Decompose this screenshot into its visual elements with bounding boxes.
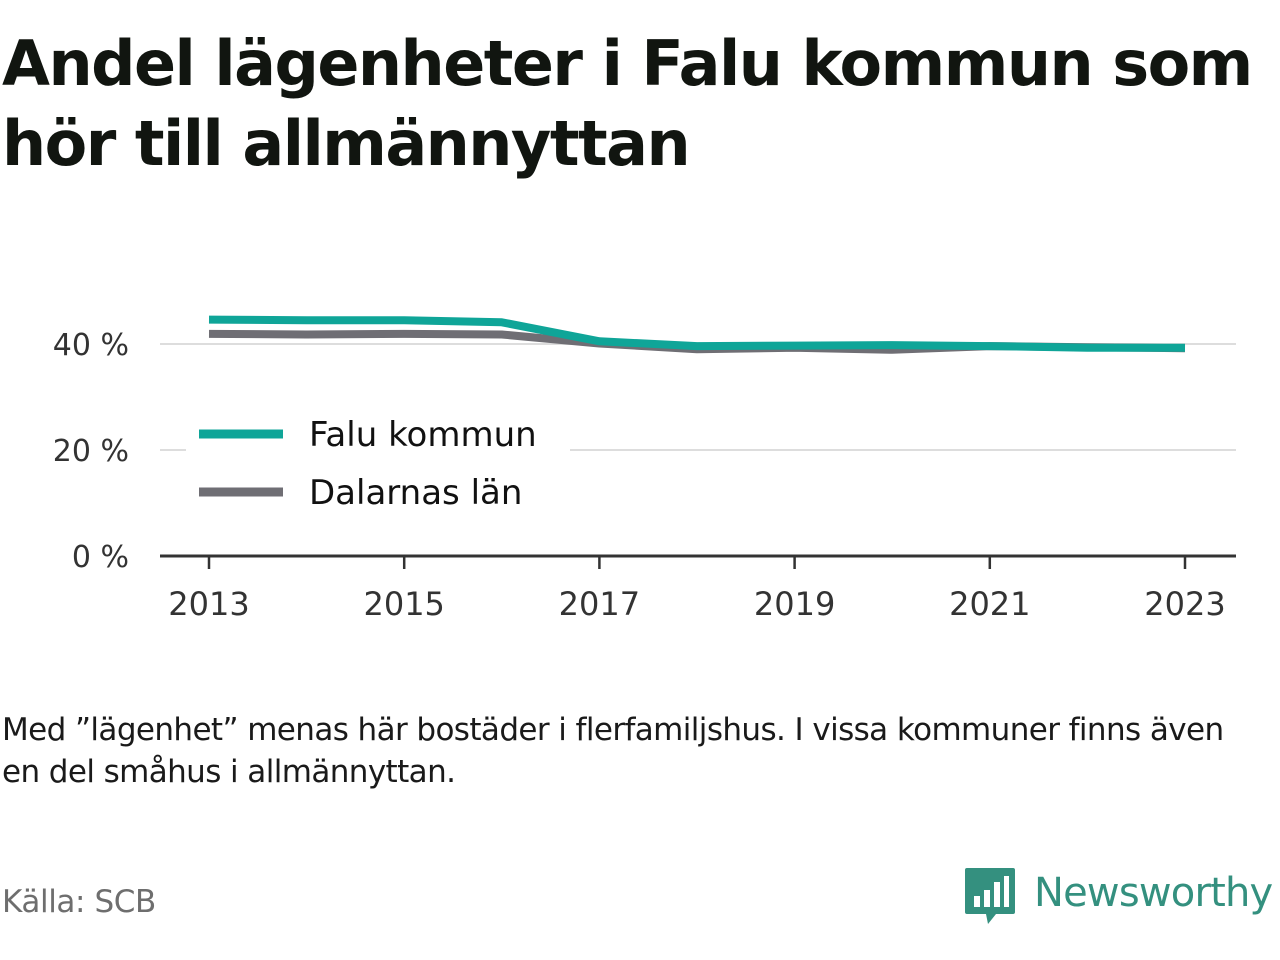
legend-label: Falu kommun xyxy=(309,415,537,455)
series-lines xyxy=(208,315,1186,354)
chart-note: Med ”lägenhet” menas här bostäder i fler… xyxy=(2,712,1224,790)
y-tick-label: 20 % xyxy=(53,434,129,469)
x-tick-label: 2013 xyxy=(168,585,249,623)
chart-title: Andel lägenheter i Falu kommun som hör t… xyxy=(2,27,1253,180)
bar-chart-speech-bubble-icon xyxy=(965,868,1015,924)
x-tick-label: 2021 xyxy=(949,585,1030,623)
y-tick-label: 0 % xyxy=(72,540,129,575)
x-tick-label: 2017 xyxy=(559,585,640,623)
series-line-falu-kommun xyxy=(208,315,1185,352)
brand-name: Newsworthy xyxy=(1034,870,1273,916)
x-tick-label: 2019 xyxy=(754,585,835,623)
y-tick-label: 40 % xyxy=(53,328,129,363)
brand-logo-group: Newsworthy xyxy=(964,864,1273,928)
legend: Falu kommun Dalarnas län xyxy=(186,408,570,522)
line-chart: Falu kommun Dalarnas län 0 % 20 % 40 % 2013 2… xyxy=(53,315,1236,623)
legend-label: Dalarnas län xyxy=(309,473,522,513)
axes: 0 % 20 % 40 % 2013 2015 2017 2019 2021 2023 xyxy=(53,328,1236,623)
source-label: Källa: SCB xyxy=(2,884,156,920)
x-tick-label: 2023 xyxy=(1144,585,1225,623)
x-tick-label: 2015 xyxy=(363,585,444,623)
legend-background xyxy=(186,408,570,522)
